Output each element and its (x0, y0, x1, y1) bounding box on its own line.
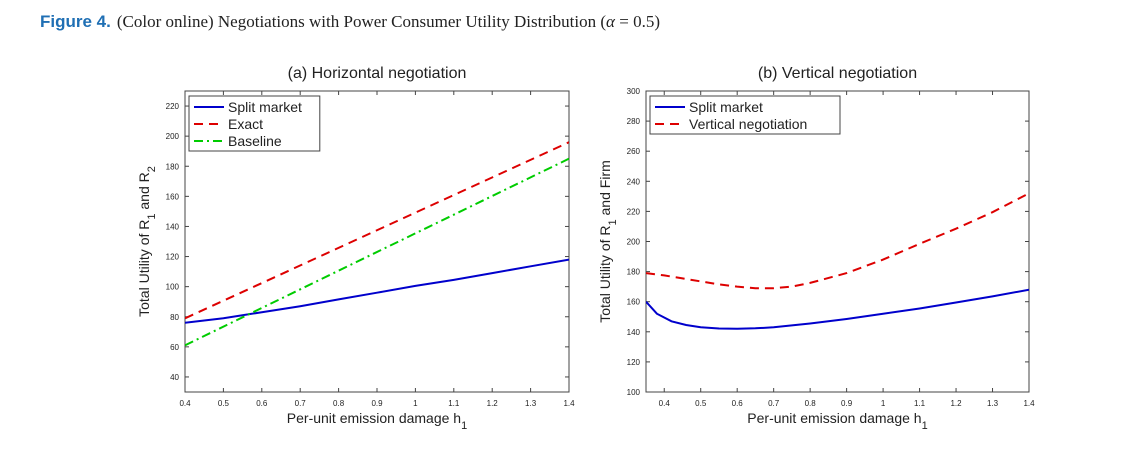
x-tick-label: 1.4 (563, 399, 575, 408)
y-axis-label-part: and Firm (597, 160, 613, 219)
chart-panel-1: (a) Horizontal negotiation 0.4 0.5 0.6 0.7 0.… (136, 65, 575, 432)
series-line-3 (185, 157, 569, 347)
y-axis-label-part: and R (136, 172, 152, 213)
y-tick-label: 180 (166, 162, 180, 171)
legend-box (649, 95, 841, 135)
x-tick-label: 1.3 (987, 399, 999, 408)
y-tick-label: 220 (166, 102, 180, 111)
y-tick-label: 60 (170, 343, 179, 352)
legend-label: Vertical negotiation (689, 116, 807, 132)
x-tick-label: 0.8 (805, 399, 817, 408)
y-tick-label: 100 (166, 283, 180, 292)
x-tick-label: 1.1 (448, 399, 460, 408)
x-tick-label: 0.5 (695, 399, 707, 408)
y-axis-label-subscript: 2 (146, 166, 158, 172)
series-line-1 (646, 288, 1029, 330)
x-tick-label: 1.4 (1023, 399, 1035, 408)
x-tick-label: 1 (881, 399, 886, 408)
x-tick-label: 0.4 (659, 399, 671, 408)
y-tick-label: 180 (627, 268, 641, 277)
legend-label: Baseline (228, 133, 282, 149)
y-tick-label: 200 (627, 238, 641, 247)
x-tick-label: 1.2 (950, 399, 962, 408)
x-tick-label: 0.7 (295, 399, 307, 408)
x-tick-label: 0.6 (256, 399, 268, 408)
x-tick-label: 0.4 (179, 399, 191, 408)
legend-label: Split market (228, 99, 302, 115)
figure-label: Figure 4. (40, 12, 111, 31)
y-tick-label: 280 (627, 117, 641, 126)
y-tick-label: 220 (627, 207, 641, 216)
y-axis-label-subscript: 1 (607, 219, 619, 225)
x-axis-label: Per-unit emission damage h1 (747, 410, 927, 432)
x-tick-label: 0.9 (841, 399, 853, 408)
x-tick-label: 1.1 (914, 399, 926, 408)
y-tick-label: 160 (627, 298, 641, 307)
y-tick-label: 80 (170, 313, 179, 322)
figure-caption: Figure 4. (Color online) Negotiations wit… (40, 12, 660, 32)
series-line-2 (185, 141, 569, 320)
y-tick-label: 120 (166, 253, 180, 262)
caption-text-end: = 0.5) (614, 12, 660, 31)
y-axis-label: Total Utility of R1 and R2 (136, 166, 158, 317)
chart-title: (b) Vertical negotiation (758, 65, 917, 82)
y-tick-label: 140 (627, 328, 641, 337)
y-tick-label: 260 (627, 147, 641, 156)
caption-text: (Color online) Negotiations with Power C… (116, 12, 607, 31)
x-axis-label-subscript: 1 (461, 420, 467, 432)
y-tick-label: 120 (627, 358, 641, 367)
plot-area-frame (645, 90, 1030, 393)
x-tick-label: 0.5 (218, 399, 230, 408)
y-tick-label: 200 (166, 132, 180, 141)
y-tick-label: 140 (166, 222, 180, 231)
x-tick-label: 0.8 (333, 399, 345, 408)
y-tick-label: 40 (170, 373, 179, 382)
chart-panel-2: (b) Vertical negotiation 0.4 0.5 0.6 0.7 0.8 0… (597, 65, 1035, 432)
x-axis-label-subscript: 1 (922, 420, 928, 432)
caption-alpha-symbol: α (606, 12, 615, 31)
x-tick-label: 1.3 (525, 399, 537, 408)
x-axis-label: Per-unit emission damage h1 (287, 410, 467, 432)
x-tick-label: 1.2 (487, 399, 499, 408)
x-tick-label: 0.6 (732, 399, 744, 408)
y-axis-label: Total Utility of R1 and Firm (597, 160, 619, 323)
y-tick-label: 100 (627, 388, 641, 397)
legend-label: Exact (228, 116, 263, 132)
y-tick-label: 160 (166, 192, 180, 201)
x-tick-label: 0.9 (371, 399, 383, 408)
x-tick-label: 0.7 (768, 399, 780, 408)
chart-title: (a) Horizontal negotiation (288, 65, 467, 82)
y-tick-label: 240 (627, 177, 641, 186)
series-line-2 (646, 192, 1029, 290)
y-axis-label-part: Total Utility of R (136, 220, 152, 317)
legend-label: Split market (689, 99, 763, 115)
y-axis-label-subscript: 1 (146, 214, 158, 220)
x-tick-label: 1 (413, 399, 418, 408)
y-tick-label: 300 (627, 87, 641, 96)
y-axis-label-part: Total Utility of R (597, 226, 613, 323)
